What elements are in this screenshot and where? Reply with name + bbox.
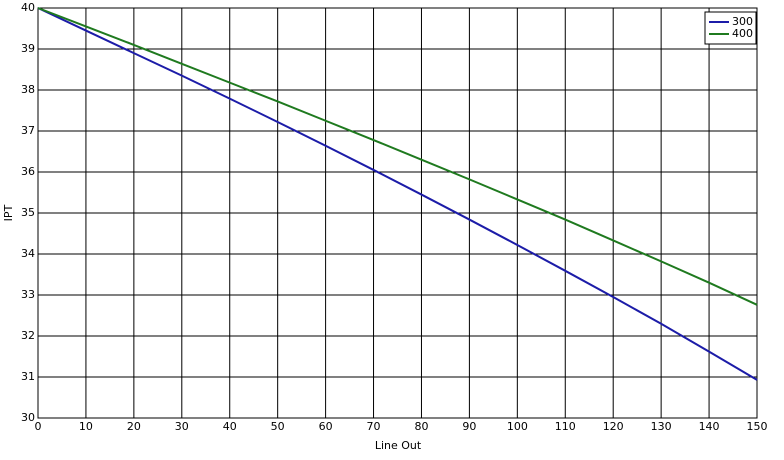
x-tick-label: 50 (271, 420, 285, 433)
x-tick-label: 90 (462, 420, 476, 433)
legend-label: 400 (732, 27, 753, 40)
plot-frame (37, 7, 758, 419)
x-tick-label: 10 (79, 420, 93, 433)
y-tick-label: 35 (21, 206, 35, 219)
y-tick-label: 34 (21, 247, 35, 260)
x-tick-label: 80 (414, 420, 428, 433)
legend-box (704, 11, 757, 45)
x-tick-label: 70 (367, 420, 381, 433)
x-tick-label: 60 (319, 420, 333, 433)
x-tick-label: 110 (555, 420, 576, 433)
y-tick-label: 40 (21, 1, 35, 14)
x-tick-label: 100 (507, 420, 528, 433)
x-tick-label: 140 (699, 420, 720, 433)
y-tick-label: 38 (21, 83, 35, 96)
x-tick-label: 120 (603, 420, 624, 433)
x-tick-label: 20 (127, 420, 141, 433)
y-tick-label: 33 (21, 288, 35, 301)
y-tick-label: 30 (21, 411, 35, 424)
y-tick-label: 36 (21, 165, 35, 178)
y-tick-label: 32 (21, 329, 35, 342)
legend-label: 300 (732, 15, 753, 28)
series-line (37, 7, 758, 381)
y-tick-label: 37 (21, 124, 35, 137)
x-tick-label: 30 (175, 420, 189, 433)
x-axis-label: Line Out (375, 439, 422, 452)
y-axis-label: IPT (2, 204, 15, 221)
series-line (37, 7, 758, 306)
y-tick-label: 39 (21, 42, 35, 55)
x-tick-label: 150 (747, 420, 768, 433)
y-tick-label: 31 (21, 370, 35, 383)
x-tick-label: 130 (651, 420, 672, 433)
x-tick-label: 40 (223, 420, 237, 433)
x-tick-label: 0 (35, 420, 42, 433)
